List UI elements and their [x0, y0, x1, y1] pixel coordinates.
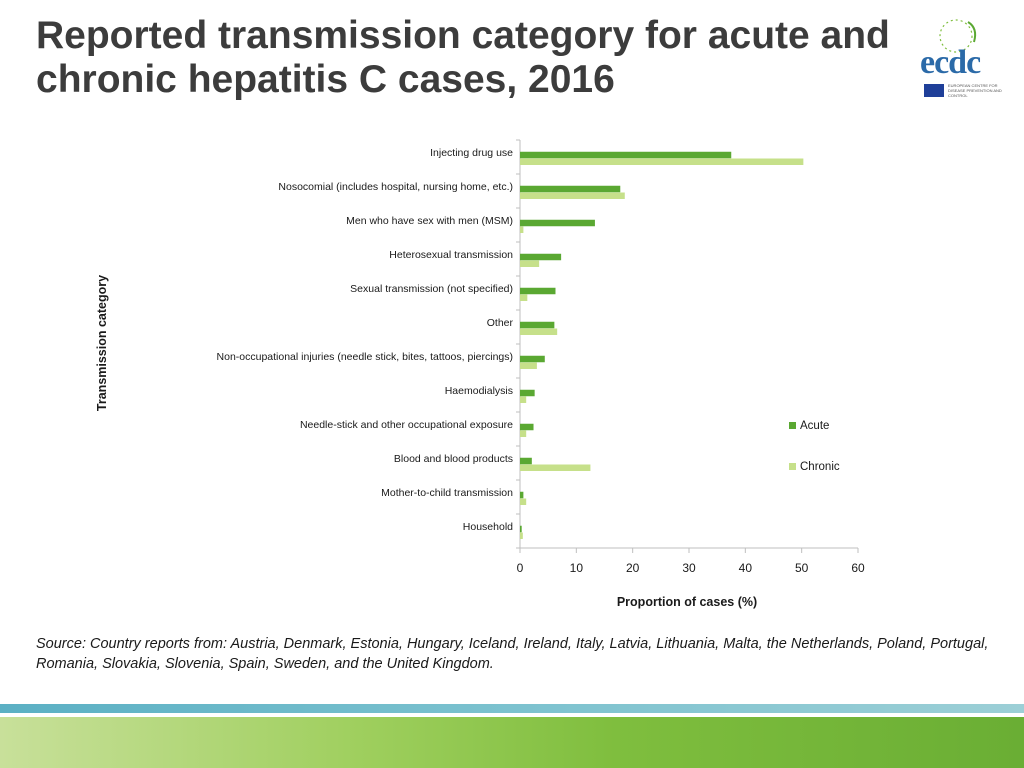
bar-acute: [520, 321, 555, 329]
legend-label-chronic: Chronic: [800, 461, 840, 473]
x-tick-label: 40: [739, 561, 753, 575]
legend-swatch-acute: [789, 422, 796, 429]
category-label: Nosocomial (includes hospital, nursing h…: [278, 181, 513, 193]
category-label: Household: [463, 521, 513, 533]
category-label: Needle-stick and other occupational expo…: [300, 419, 513, 431]
ecdc-logo: ecdc EUROPEAN CENTRE FOR DISEASE PREVENT…: [906, 14, 1006, 100]
bar-chronic: [520, 294, 528, 301]
bar-chronic: [520, 498, 527, 505]
logo-tagline: EUROPEAN CENTRE FOR DISEASE PREVENTION A…: [948, 83, 1002, 98]
x-tick-label: 30: [682, 561, 696, 575]
x-tick-label: 20: [626, 561, 640, 575]
bar-acute: [520, 151, 732, 159]
bar-chronic: [520, 532, 523, 539]
bar-chronic: [520, 226, 524, 233]
bar-chronic: [520, 260, 540, 267]
bar-acute: [520, 389, 535, 397]
category-label: Heterosexual transmission: [389, 249, 513, 261]
source-note: Source: Country reports from: Austria, D…: [36, 636, 989, 672]
legend-swatch-chronic: [789, 463, 796, 470]
category-label: Blood and blood products: [394, 453, 513, 465]
category-label: Haemodialysis: [445, 385, 513, 397]
bar-acute: [520, 253, 562, 261]
bar-chronic: [520, 464, 591, 471]
category-label: Sexual transmission (not specified): [350, 283, 513, 295]
slide-title: Reported transmission category for acute…: [36, 14, 890, 101]
footer-band: [0, 704, 1024, 768]
x-tick-label: 50: [795, 561, 809, 575]
footer-green-band: [0, 717, 1024, 768]
bar-chronic: [520, 192, 625, 199]
x-tick-label: 60: [851, 561, 865, 575]
bar-chronic: [520, 158, 804, 165]
ecdc-star-emblem-icon: [939, 19, 977, 53]
category-label: Men who have sex with men (MSM): [346, 215, 513, 227]
logo-wordmark: ecdc: [920, 44, 981, 81]
footer-white-gap: [0, 713, 1024, 717]
category-label: Mother-to-child transmission: [381, 487, 513, 499]
footer-blue-stripe: [0, 704, 1024, 713]
bar-acute: [520, 355, 545, 363]
legend-label-acute: Acute: [800, 420, 829, 432]
transmission-bar-chart: 0 10 20 30 40 50 60 Injecting drug use Nosocomia…: [95, 139, 865, 609]
category-label: Injecting drug use: [430, 147, 513, 159]
bar-acute: [520, 491, 524, 499]
bar-chronic: [520, 362, 537, 369]
bar-chronic: [520, 396, 527, 403]
x-tick-label: 10: [570, 561, 584, 575]
bar-acute: [520, 457, 532, 465]
category-label: Other: [487, 317, 514, 329]
bar-acute: [520, 525, 522, 533]
x-axis-title: Proportion of cases (%): [617, 595, 757, 609]
bar-acute: [520, 185, 621, 193]
eu-flag-icon: [924, 84, 944, 97]
bar-chronic: [520, 430, 527, 437]
y-axis-title: Transmission category: [95, 275, 109, 411]
x-tick-label: 0: [517, 561, 524, 575]
bar-acute: [520, 287, 556, 295]
bar-chronic: [520, 328, 558, 335]
category-label: Non-occupational injuries (needle stick,…: [217, 351, 513, 363]
bar-acute: [520, 423, 534, 431]
bar-acute: [520, 219, 595, 227]
